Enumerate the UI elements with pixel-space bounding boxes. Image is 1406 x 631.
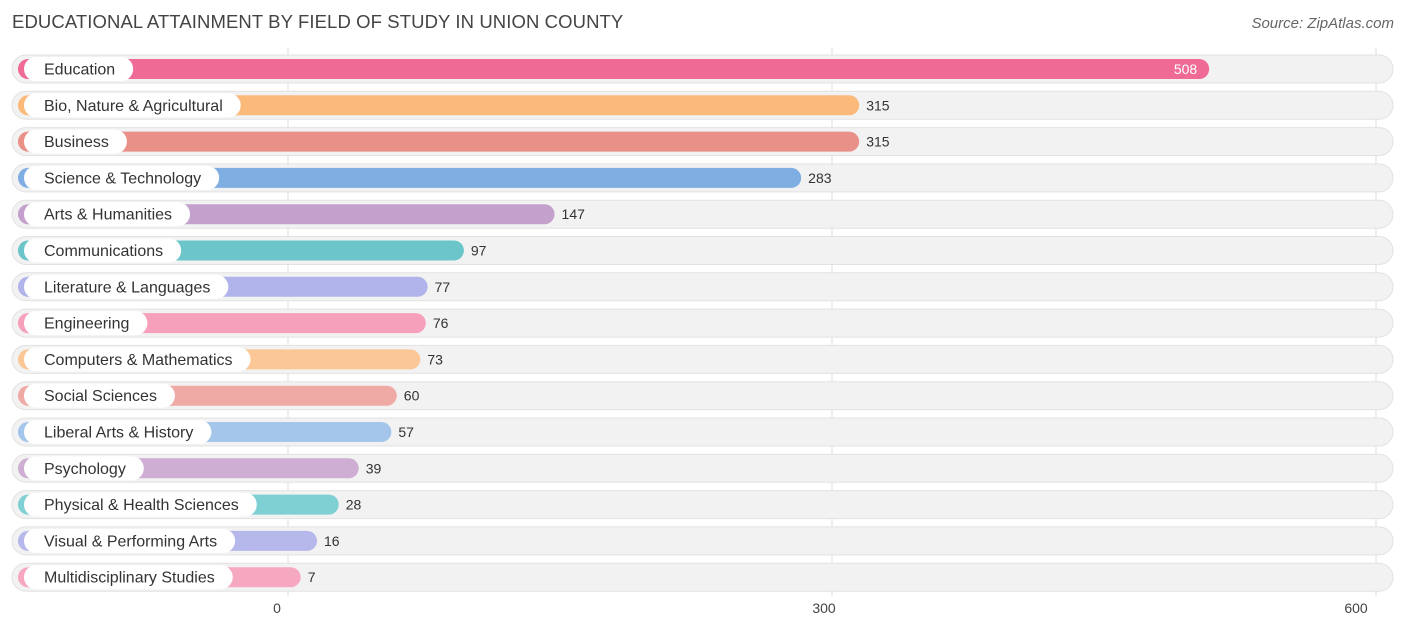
value-label: 76 <box>433 315 449 331</box>
row-background <box>11 526 1394 556</box>
category-label: Visual & Performing Arts <box>44 533 217 550</box>
value-label: 7 <box>308 569 316 585</box>
bar <box>18 59 1210 79</box>
category-label: Science & Technology <box>44 170 201 187</box>
label-pill <box>24 383 175 408</box>
category-label: Liberal Arts & History <box>44 425 193 442</box>
value-label: 77 <box>435 279 451 295</box>
category-label: Arts & Humanities <box>44 207 172 224</box>
label-pill <box>24 311 148 336</box>
value-label: 16 <box>324 533 340 549</box>
label-pill <box>24 202 191 227</box>
value-label: 147 <box>562 206 586 222</box>
category-label: Communications <box>44 243 163 260</box>
category-label: Education <box>44 62 115 79</box>
chart-title: EDUCATIONAL ATTAINMENT BY FIELD OF STUDY… <box>12 11 624 32</box>
value-label: 315 <box>866 134 890 150</box>
category-label: Engineering <box>44 316 129 333</box>
value-label: 57 <box>398 424 414 440</box>
value-label: 283 <box>808 170 832 186</box>
value-label: 97 <box>471 243 487 259</box>
x-axis-ticks: 0 300 600 <box>273 600 1368 616</box>
category-label: Multidisciplinary Studies <box>44 570 215 587</box>
x-tick-label: 300 <box>812 600 836 616</box>
value-label: 28 <box>346 497 362 513</box>
label-pill <box>24 274 229 299</box>
value-label: 508 <box>1174 61 1198 77</box>
label-pill <box>24 565 233 590</box>
bar <box>18 131 860 152</box>
row-background <box>11 453 1394 483</box>
category-label: Psychology <box>44 461 126 478</box>
value-label: 60 <box>404 388 420 404</box>
x-tick-label: 600 <box>1344 600 1368 616</box>
value-label: 73 <box>427 351 443 367</box>
value-label: 39 <box>366 460 382 476</box>
x-tick-label: 0 <box>273 600 281 616</box>
label-pill <box>24 129 127 154</box>
label-pill <box>24 420 212 444</box>
label-pill <box>24 57 134 81</box>
row-background <box>11 562 1394 592</box>
category-label: Bio, Nature & Agricultural <box>44 98 223 115</box>
source-note: Source: ZipAtlas.com <box>1251 15 1394 32</box>
label-pill <box>24 528 236 553</box>
bar-rows: Education 508 Bio, Nature & Agricultural 31… <box>11 54 1394 592</box>
category-label: Literature & Languages <box>44 279 210 296</box>
category-label: Computers & Mathematics <box>44 352 233 369</box>
value-label: 315 <box>866 97 890 113</box>
label-pill <box>24 93 241 118</box>
label-pill <box>24 347 251 372</box>
label-pill <box>24 165 220 190</box>
category-label: Social Sciences <box>44 388 157 405</box>
category-label: Business <box>44 134 109 151</box>
label-pill <box>24 456 144 481</box>
row-background <box>11 490 1394 520</box>
label-pill <box>24 492 257 517</box>
category-label: Physical & Health Sciences <box>44 497 239 514</box>
label-pill <box>24 238 182 263</box>
